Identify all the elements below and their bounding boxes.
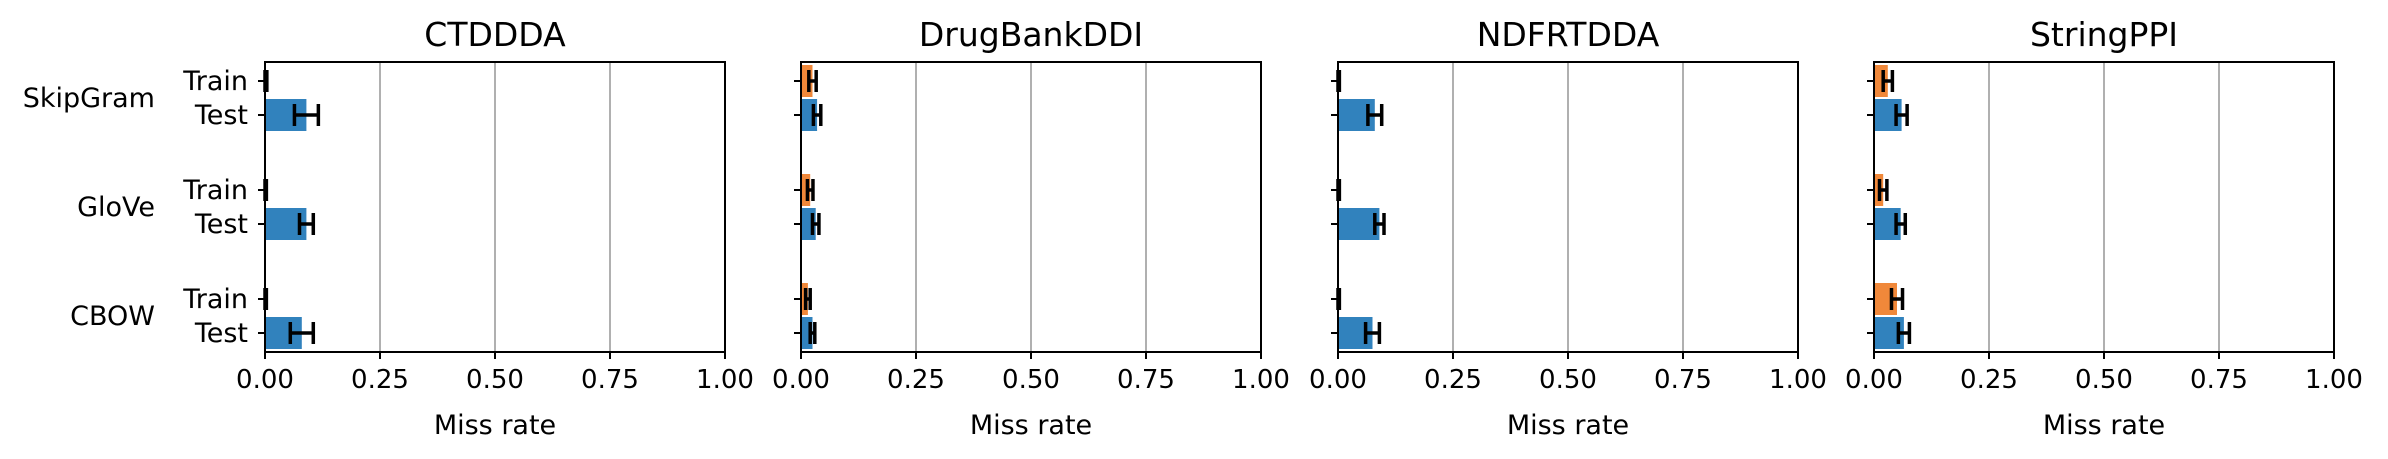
bar-ndfrtdda-glove-test	[1338, 208, 1380, 240]
group-label-skipgram: SkipGram	[23, 83, 155, 114]
errorbar-stringppi-cbow-test	[1896, 322, 1912, 344]
split-label-skipgram-train: Train	[182, 66, 248, 97]
errorbar-drugbankddi-skipgram-test	[811, 104, 823, 126]
errorbar-stringppi-skipgram-train	[1881, 70, 1895, 92]
errorbar-drugbankddi-glove-test	[810, 213, 821, 235]
split-label-cbow-test: Test	[194, 318, 248, 349]
errorbar-stringppi-glove-test	[1894, 213, 1908, 235]
xtick-label-drugbankddi-2: 0.50	[1002, 365, 1060, 395]
xtick-label-ndfrtdda-2: 0.50	[1539, 365, 1597, 395]
xtick-label-ctddda-1: 0.25	[351, 365, 409, 395]
xtick-label-ndfrtdda-1: 0.25	[1424, 365, 1482, 395]
errorbar-stringppi-glove-train	[1877, 179, 1889, 201]
xtick-label-ctddda-3: 0.75	[581, 365, 639, 395]
errorbar-drugbankddi-cbow-test	[808, 322, 817, 344]
errorbar-ctddda-skipgram-test	[292, 104, 321, 126]
xaxis-label-stringppi: Miss rate	[2043, 410, 2165, 441]
panel-title-ndfrtdda: NDFRTDDA	[1477, 15, 1660, 54]
panel-title-stringppi: StringPPI	[2030, 15, 2178, 54]
errorbar-drugbankddi-glove-train	[805, 179, 815, 201]
errorbar-ndfrtdda-skipgram-test	[1366, 104, 1384, 126]
group-label-glove: GloVe	[77, 192, 155, 223]
xtick-label-ctddda-0: 0.00	[236, 365, 294, 395]
split-label-glove-train: Train	[182, 175, 248, 206]
errorbar-stringppi-cbow-train	[1889, 288, 1905, 310]
panel-title-drugbankddi: DrugBankDDI	[919, 15, 1143, 54]
xtick-label-stringppi-3: 0.75	[2190, 365, 2248, 395]
xaxis-label-drugbankddi: Miss rate	[970, 410, 1092, 441]
errorbar-drugbankddi-skipgram-train	[807, 70, 818, 92]
bar-drugbankddi-skipgram-train	[801, 65, 813, 97]
xtick-label-stringppi-4: 1.00	[2305, 365, 2363, 395]
split-label-cbow-train: Train	[182, 284, 248, 315]
split-label-glove-test: Test	[194, 209, 248, 240]
xtick-label-drugbankddi-1: 0.25	[887, 365, 945, 395]
xtick-label-drugbankddi-0: 0.00	[772, 365, 830, 395]
xtick-label-ndfrtdda-3: 0.75	[1654, 365, 1712, 395]
xtick-label-drugbankddi-4: 1.00	[1232, 365, 1290, 395]
xtick-label-ctddda-4: 1.00	[696, 365, 754, 395]
xtick-label-ctddda-2: 0.50	[466, 365, 524, 395]
errorbar-stringppi-skipgram-test	[1894, 104, 1909, 126]
panel-drugbankddi: DrugBankDDI 0.00 0.25 0.50 0.75 1.00 Miss rate	[772, 15, 1290, 441]
xaxis-label-ndfrtdda: Miss rate	[1507, 410, 1629, 441]
xtick-label-ndfrtdda-4: 1.00	[1769, 365, 1827, 395]
split-label-skipgram-test: Test	[194, 100, 248, 131]
panel-stringppi: StringPPI 0.00 0.25 0.50 0.75 1.00 Miss rate	[1845, 15, 2363, 441]
bar-drugbankddi-cbow-test	[801, 317, 813, 349]
xtick-label-stringppi-2: 0.50	[2075, 365, 2133, 395]
errorbar-ndfrtdda-glove-test	[1373, 213, 1386, 235]
errorbar-drugbankddi-cbow-train	[803, 288, 812, 310]
xtick-label-stringppi-0: 0.00	[1845, 365, 1903, 395]
errorbar-ctddda-glove-test	[297, 213, 316, 235]
panel-title-ctddda: CTDDDA	[424, 15, 566, 54]
errorbar-ndfrtdda-cbow-test	[1363, 322, 1382, 344]
group-label-cbow: CBOW	[70, 301, 155, 332]
xtick-label-stringppi-1: 0.25	[1960, 365, 2018, 395]
panel-ctddda: CTDDDA 0.00 0.25 0.50 0.75 1.00 Miss rate	[236, 15, 754, 441]
xaxis-label-ctddda: Miss rate	[434, 410, 556, 441]
errorbar-ctddda-cbow-test	[288, 322, 316, 344]
panel-ndfrtdda: NDFRTDDA 0.00 0.25 0.50 0.75 1.00 Miss rate	[1309, 15, 1827, 441]
bar-drugbankddi-glove-train	[801, 174, 811, 206]
xtick-label-ndfrtdda-0: 0.00	[1309, 365, 1367, 395]
xtick-label-drugbankddi-3: 0.75	[1117, 365, 1175, 395]
